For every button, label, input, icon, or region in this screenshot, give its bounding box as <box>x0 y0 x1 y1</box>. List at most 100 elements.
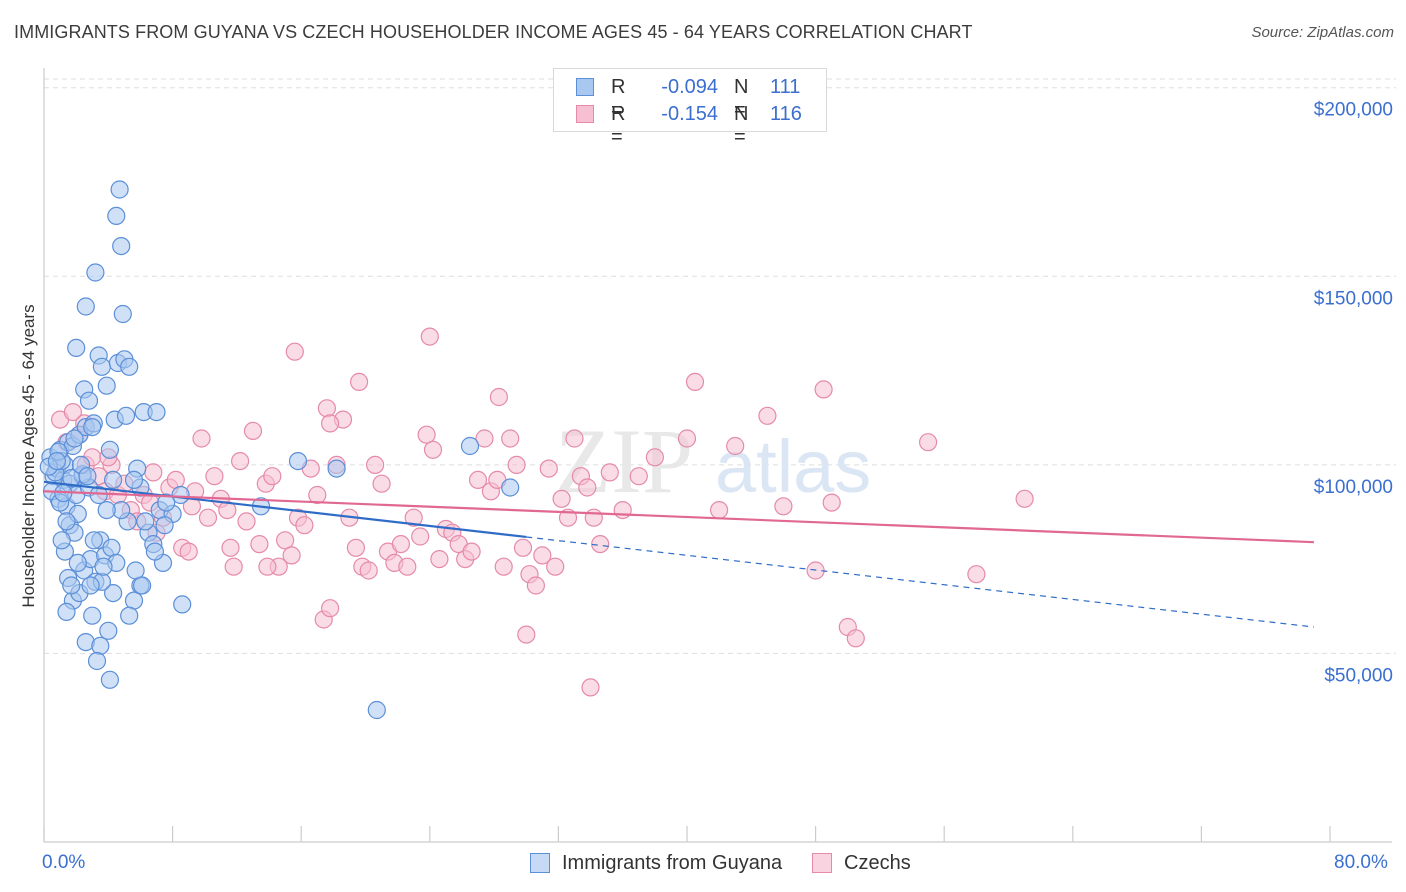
czechs-point <box>918 433 938 452</box>
guyana-point <box>100 670 120 689</box>
x-tick-max: 80.0% <box>1334 852 1388 873</box>
y-tick-labels: $50,000 $100,000 $150,000 $200,000 <box>1314 100 1393 687</box>
y-tick-label: $150,000 <box>1314 288 1393 309</box>
czechs-point <box>526 576 546 595</box>
guyana-point <box>97 501 116 520</box>
czechs-point <box>709 501 729 520</box>
guyana-point <box>52 531 71 550</box>
guyana-trend-line <box>43 480 527 539</box>
guyana-point <box>120 357 139 376</box>
czechs-point <box>578 478 597 497</box>
legend-n-label: N = <box>734 76 749 121</box>
czechs-point <box>224 557 243 576</box>
guyana-point <box>120 606 139 625</box>
series-legend-swatch-blue <box>530 853 550 873</box>
guyana-point <box>107 206 126 225</box>
czechs-point <box>430 549 449 569</box>
czechs-point <box>218 501 237 520</box>
guyana-point <box>76 297 95 316</box>
czechs-point <box>237 512 256 531</box>
guyana-point <box>89 485 108 505</box>
czechs-point <box>591 534 610 554</box>
gridlines <box>44 78 1396 654</box>
x-tick-min: 0.0% <box>42 852 86 873</box>
guyana-point <box>102 538 121 557</box>
czechs-point <box>192 429 211 448</box>
legend-swatch-pink <box>576 105 594 123</box>
czechs-point <box>420 327 439 346</box>
czechs-point <box>423 440 443 459</box>
czechs-point <box>250 534 269 554</box>
guyana-point <box>68 553 87 573</box>
czechs-point <box>295 516 314 535</box>
trend-lines <box>43 480 1314 628</box>
guyana-point <box>145 542 164 561</box>
series-guyana-points <box>39 180 520 720</box>
legend-r-value: -0.154 <box>661 103 718 125</box>
czechs-point <box>600 463 619 482</box>
guyana-point <box>327 459 346 478</box>
guyana-point <box>103 583 123 603</box>
guyana-point <box>367 700 386 720</box>
guyana-point <box>87 651 107 671</box>
guyana-point <box>103 470 123 489</box>
legend-swatch-blue <box>576 78 594 96</box>
guyana-point <box>83 606 102 625</box>
y-tick-label: $100,000 <box>1314 477 1393 498</box>
guyana-point <box>94 557 113 576</box>
legend-r-value: -0.094 <box>661 76 718 98</box>
czechs-point <box>1015 489 1034 508</box>
czechs-point <box>774 497 793 516</box>
guyana-point <box>288 452 308 471</box>
czechs-point <box>417 425 436 444</box>
guyana-point <box>124 591 144 610</box>
czechs-point <box>584 508 603 527</box>
guyana-trend-extension <box>526 536 1314 628</box>
czechs-point <box>581 678 600 697</box>
correlation-legend: R = -0.094 N = 111 R = -0.154 N = 116 <box>553 68 827 148</box>
guyana-point <box>83 418 102 437</box>
guyana-point <box>173 595 192 614</box>
guyana-point <box>86 263 105 282</box>
czechs-point <box>533 546 552 565</box>
czechs-point <box>372 474 391 493</box>
series-czechs-points <box>50 327 1034 697</box>
chart-title: IMMIGRANTS FROM GUYANA VS CZECH HOUSEHOL… <box>14 22 973 42</box>
guyana-point <box>126 561 145 580</box>
czechs-point <box>629 467 648 486</box>
guyana-point <box>501 478 520 497</box>
series-legend-swatch-pink <box>812 853 832 873</box>
czechs-point <box>475 429 494 448</box>
czechs-point <box>243 421 263 440</box>
czechs-point <box>539 459 558 478</box>
czechs-point <box>308 485 327 505</box>
czechs-point <box>677 429 697 448</box>
legend-r-label: R = <box>611 76 626 121</box>
czechs-point <box>552 489 571 508</box>
czechs-point <box>489 387 508 407</box>
czechs-point <box>517 625 536 644</box>
guyana-point <box>92 357 112 376</box>
czechs-point <box>198 508 218 527</box>
source-label: Source: ZipAtlas.com <box>1251 24 1394 41</box>
guyana-point <box>100 440 120 459</box>
guyana-point <box>116 406 136 425</box>
czechs-point <box>507 455 526 474</box>
legend-r-label: R = <box>611 103 626 148</box>
legend-n-value: 116 <box>770 103 802 125</box>
y-tick-label: $50,000 <box>1324 665 1393 686</box>
series-legend-label: Immigrants from Guyana <box>562 852 783 874</box>
czechs-point <box>346 538 365 557</box>
legend-n-value: 111 <box>770 76 801 98</box>
watermark-atlas: atlas <box>715 425 871 508</box>
czechs-point <box>359 561 378 580</box>
czechs-point <box>63 403 83 422</box>
czechs-point <box>404 508 423 527</box>
czechs-point <box>317 399 336 418</box>
guyana-point <box>84 531 103 550</box>
guyana-point <box>62 576 81 595</box>
czechs-point <box>221 538 240 557</box>
guyana-point <box>47 452 67 471</box>
guyana-point <box>67 338 86 357</box>
czechs-point <box>205 467 224 486</box>
